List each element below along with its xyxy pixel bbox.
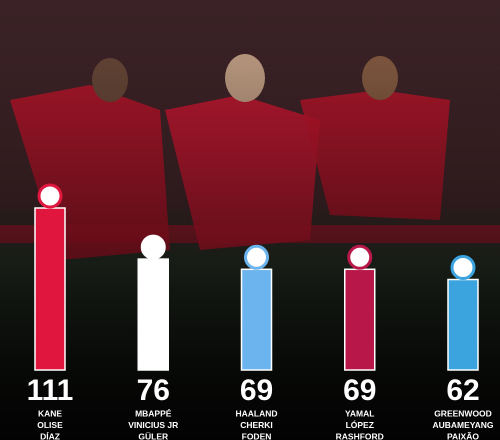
club-logo — [347, 244, 373, 270]
club-logo — [37, 183, 63, 209]
player-name: MBAPPÉ — [135, 408, 172, 418]
bar — [240, 268, 273, 371]
club-logo — [244, 244, 269, 270]
player-name: RASHFORD — [336, 431, 384, 440]
bar — [344, 268, 376, 371]
player-name: DÍAZ — [40, 431, 60, 440]
player-name: HAALAND — [235, 408, 277, 418]
player-name: PAIXÃO — [447, 431, 479, 440]
player-name: YAMAL — [345, 408, 374, 418]
club-logo — [140, 234, 166, 260]
player-name: OLISE — [37, 420, 63, 430]
value-label: 111 — [27, 374, 74, 407]
player-name: GÜLER — [138, 431, 168, 440]
value-label: 69 — [343, 374, 376, 407]
bar — [447, 278, 479, 371]
bar — [137, 258, 169, 371]
player-name: VINICIUS JR — [128, 420, 178, 430]
value-label: 76 — [137, 374, 170, 407]
player-name: KANE — [38, 408, 62, 418]
player-name: AUBAMEYANG — [432, 420, 493, 430]
value-label: 69 — [240, 374, 273, 407]
player-name: LÓPEZ — [346, 419, 374, 430]
player-name: GREENWOOD — [434, 408, 492, 418]
club-logo — [450, 255, 476, 281]
player-name: CHERKI — [240, 420, 273, 430]
bar — [34, 207, 66, 371]
player-name: FODEN — [242, 431, 272, 440]
value-label: 62 — [446, 374, 479, 407]
